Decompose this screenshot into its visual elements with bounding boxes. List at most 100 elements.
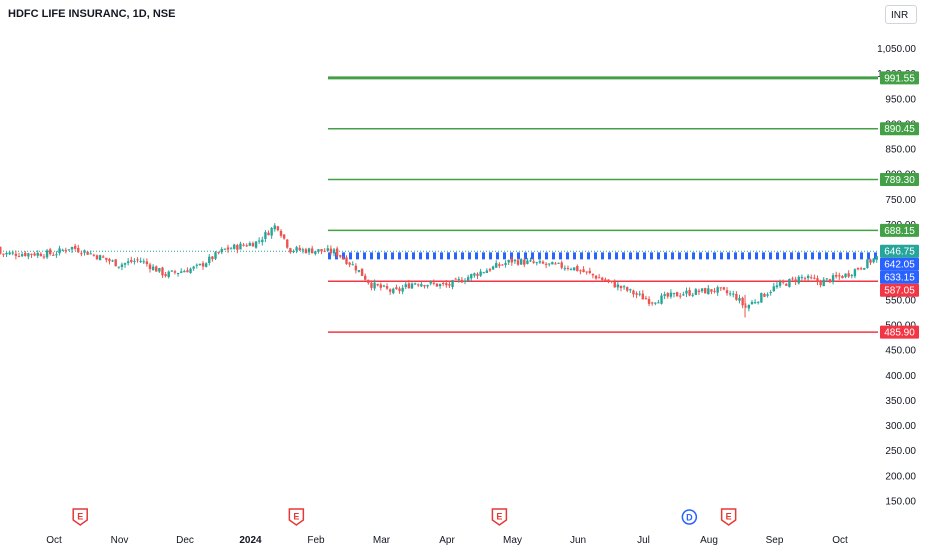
price-label-text: 642.05 [884, 260, 915, 271]
earnings-icon[interactable]: E [288, 508, 305, 526]
candle-body [357, 270, 361, 272]
candle-body [86, 251, 89, 255]
candle-body [342, 257, 345, 259]
candle-body [332, 249, 336, 254]
x-tick-label: Jun [570, 535, 586, 546]
candle-body [24, 252, 27, 256]
price-label-text: 991.55 [884, 73, 915, 84]
candle-body [217, 252, 220, 254]
candle-body [298, 247, 301, 251]
candle-body [111, 260, 114, 262]
candle-body [98, 255, 102, 261]
candle-body [507, 259, 510, 263]
candle-body [638, 293, 641, 295]
candle-body [267, 232, 270, 236]
candle-body [354, 265, 358, 271]
price-label-text: 587.05 [884, 286, 915, 297]
candle-body [339, 255, 342, 257]
x-tick-label: Oct [46, 535, 62, 546]
dividend-icon[interactable]: D [681, 509, 698, 525]
candle-body [360, 268, 364, 276]
candle-body [685, 290, 688, 294]
svg-text:E: E [726, 512, 732, 522]
earnings-icon[interactable]: E [491, 508, 508, 526]
candle-body [92, 254, 96, 256]
candle-body [345, 257, 348, 264]
candle-body [432, 282, 436, 284]
candle-body [710, 289, 713, 292]
candle-body [67, 249, 71, 251]
svg-text:E: E [77, 512, 83, 522]
candle-body [307, 248, 311, 253]
candle-body [810, 277, 813, 279]
candle-body [619, 285, 623, 289]
candle-body [445, 283, 448, 286]
price-label [880, 173, 919, 187]
candle-body [142, 261, 145, 263]
candle-body [164, 274, 167, 277]
x-tick-label: Jul [637, 535, 650, 546]
candle-body [775, 285, 779, 288]
candle-body [89, 253, 92, 255]
candle-body [491, 266, 495, 270]
price-label-text: 633.15 [884, 273, 915, 284]
candle-body [647, 299, 651, 304]
candle-body [292, 251, 295, 253]
candle-body [722, 287, 726, 290]
candle-body [192, 266, 195, 269]
candle-body [763, 293, 766, 297]
candle-body [317, 249, 320, 252]
candle-body [11, 252, 14, 254]
candle-body [145, 261, 149, 265]
price-label [880, 270, 919, 284]
candle-body [853, 269, 857, 277]
candle-body [797, 276, 800, 284]
candle-body [791, 278, 794, 280]
candle-body [719, 287, 722, 289]
candle-body [541, 261, 545, 264]
currency-selector[interactable]: INR [885, 5, 917, 24]
candle-body [822, 279, 825, 287]
candle-body [569, 269, 573, 271]
candle-body [304, 249, 308, 253]
candle-body [201, 263, 205, 267]
earnings-icon[interactable]: E [72, 508, 88, 526]
price-label [880, 257, 919, 271]
candle-body [675, 292, 679, 297]
candle-body [229, 248, 233, 250]
x-tick-label: Apr [439, 535, 455, 546]
candle-body [335, 248, 339, 256]
candle-body [572, 267, 576, 271]
candle-body [186, 270, 189, 273]
candle-body [448, 284, 451, 286]
candle-body [513, 259, 517, 262]
candle-body [151, 266, 155, 271]
candle-body [233, 244, 236, 249]
candle-body [382, 285, 386, 287]
candle-body [176, 273, 180, 275]
candle-body [750, 302, 754, 305]
candle-body [485, 270, 489, 273]
candle-body [20, 254, 24, 257]
candle-body [576, 266, 579, 272]
candle-body [813, 277, 816, 279]
candle-body [257, 240, 261, 242]
candle-body [392, 288, 395, 294]
candle-body [794, 279, 797, 282]
candle-body [859, 268, 863, 270]
candle-body [594, 275, 598, 279]
candle-body [429, 281, 432, 284]
candle-body [635, 293, 638, 295]
candle-body [404, 284, 407, 288]
candle-body [716, 287, 719, 293]
candle-body [757, 301, 760, 303]
x-tick-label: Sep [766, 535, 784, 546]
candle-body [398, 288, 401, 291]
earnings-icon[interactable]: E [720, 508, 737, 526]
candle-body [769, 292, 772, 294]
candle-body [214, 252, 217, 259]
candle-body [61, 249, 64, 251]
candle-body [532, 261, 535, 263]
candle-body [760, 292, 763, 303]
